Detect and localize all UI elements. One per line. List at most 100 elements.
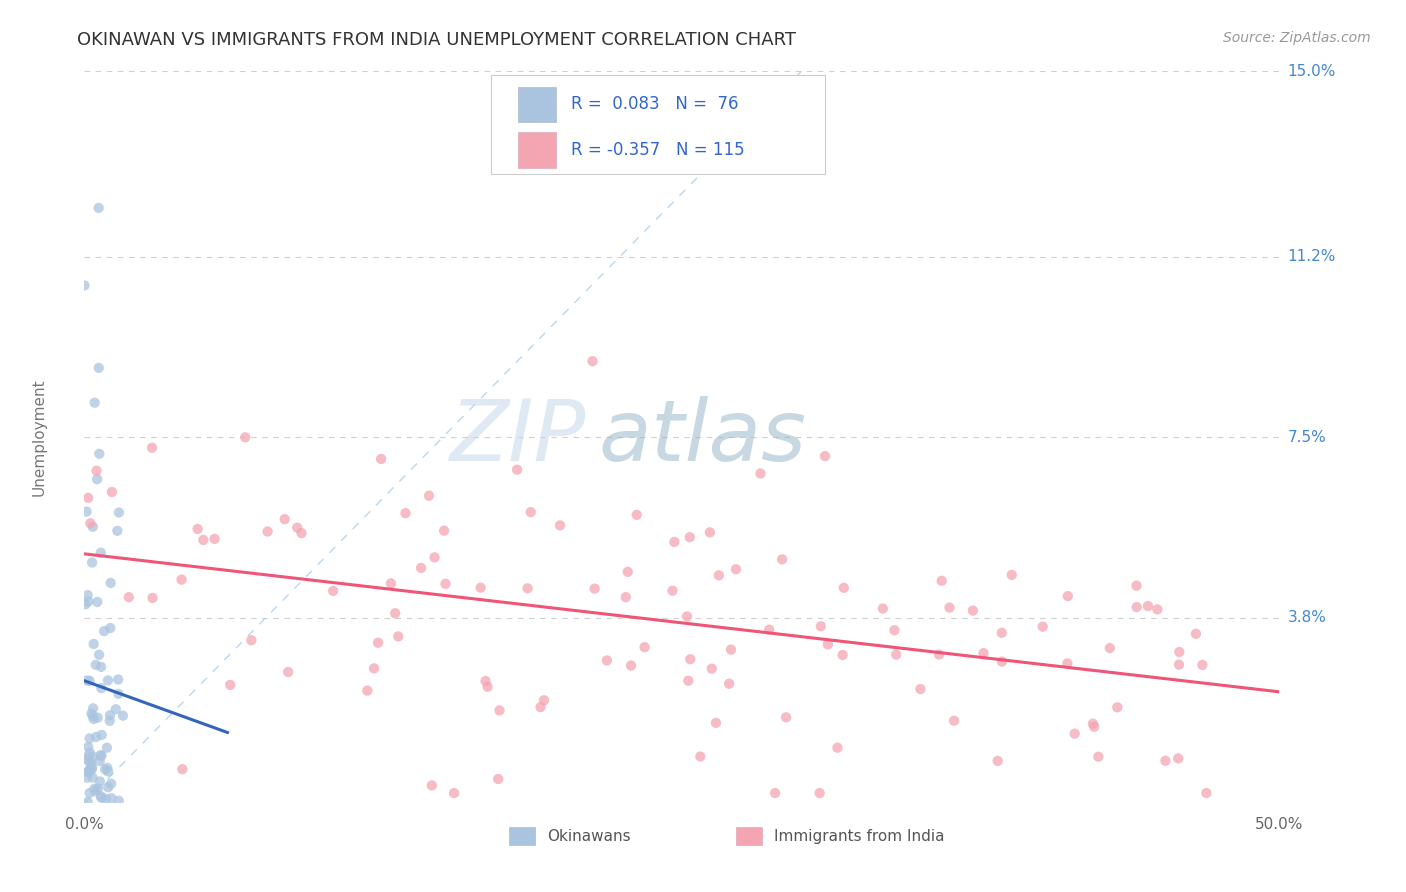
Point bbox=[97, 673, 120, 688]
Point bbox=[987, 754, 1010, 768]
Point bbox=[1001, 567, 1024, 582]
Point bbox=[1098, 641, 1121, 656]
Point bbox=[285, 521, 308, 535]
Point bbox=[1081, 716, 1104, 731]
Point bbox=[86, 711, 108, 725]
Point bbox=[384, 607, 406, 621]
Point bbox=[661, 583, 683, 598]
Point bbox=[1056, 657, 1078, 671]
Point bbox=[810, 619, 832, 633]
Point bbox=[707, 568, 730, 582]
Text: Unemployment: Unemployment bbox=[31, 378, 46, 496]
Point bbox=[79, 755, 101, 769]
Point bbox=[1032, 619, 1054, 633]
Point bbox=[141, 441, 163, 455]
Point bbox=[1146, 602, 1168, 616]
Point bbox=[118, 590, 141, 604]
Point bbox=[596, 653, 619, 667]
Point bbox=[90, 728, 112, 742]
Point bbox=[488, 703, 510, 717]
Point bbox=[808, 786, 831, 800]
Point bbox=[90, 546, 112, 560]
Point bbox=[76, 505, 98, 519]
Point bbox=[633, 640, 655, 655]
Point bbox=[90, 681, 112, 695]
Text: Okinawans: Okinawans bbox=[547, 829, 630, 844]
Point bbox=[90, 790, 112, 805]
Point bbox=[84, 657, 107, 672]
Point bbox=[474, 673, 496, 688]
Point bbox=[80, 756, 103, 770]
Point bbox=[581, 354, 603, 368]
Point bbox=[872, 601, 894, 615]
Point bbox=[79, 763, 101, 777]
Point bbox=[87, 201, 110, 215]
Point bbox=[1137, 599, 1160, 613]
Point bbox=[290, 526, 312, 541]
Point bbox=[97, 780, 120, 795]
Point bbox=[679, 652, 702, 666]
Point bbox=[277, 665, 299, 679]
Point bbox=[77, 749, 100, 764]
Point bbox=[1154, 754, 1177, 768]
Point bbox=[1168, 657, 1191, 672]
Point bbox=[82, 556, 104, 570]
Text: 15.0%: 15.0% bbox=[1288, 64, 1336, 78]
Point bbox=[883, 624, 905, 638]
Point bbox=[83, 712, 105, 726]
Bar bbox=[519, 87, 557, 122]
Point bbox=[79, 786, 101, 800]
Point bbox=[107, 687, 129, 701]
Point bbox=[94, 763, 117, 777]
Point bbox=[1087, 749, 1109, 764]
Point bbox=[111, 708, 134, 723]
Point bbox=[962, 604, 984, 618]
Point bbox=[910, 682, 932, 697]
Point bbox=[931, 574, 953, 588]
Text: 7.5%: 7.5% bbox=[1288, 430, 1326, 444]
Point bbox=[90, 748, 112, 763]
Point bbox=[363, 661, 385, 675]
Point bbox=[529, 700, 551, 714]
Point bbox=[434, 576, 457, 591]
Point bbox=[689, 749, 711, 764]
Point bbox=[89, 754, 111, 768]
Point bbox=[101, 485, 124, 500]
Point bbox=[486, 772, 509, 786]
Point bbox=[79, 731, 101, 746]
Point bbox=[83, 637, 105, 651]
Point bbox=[100, 791, 122, 805]
Point bbox=[1168, 645, 1191, 659]
Point bbox=[990, 625, 1012, 640]
Point bbox=[79, 764, 101, 778]
Point bbox=[89, 774, 111, 789]
Point bbox=[699, 525, 721, 540]
Point bbox=[82, 749, 104, 764]
Point bbox=[75, 598, 97, 612]
Point bbox=[100, 777, 122, 791]
Point bbox=[89, 748, 111, 763]
Point bbox=[356, 683, 378, 698]
Point bbox=[1056, 589, 1078, 603]
Point bbox=[676, 609, 699, 624]
Point bbox=[79, 516, 101, 531]
Point bbox=[77, 739, 100, 754]
Text: Source: ZipAtlas.com: Source: ZipAtlas.com bbox=[1223, 31, 1371, 45]
Point bbox=[409, 561, 432, 575]
Point bbox=[76, 765, 98, 780]
Point bbox=[938, 600, 960, 615]
Point bbox=[80, 760, 103, 774]
Point bbox=[90, 789, 112, 804]
Point bbox=[420, 779, 443, 793]
Point bbox=[1195, 786, 1218, 800]
Point bbox=[89, 447, 111, 461]
Point bbox=[1083, 720, 1105, 734]
Point bbox=[83, 395, 105, 409]
Point bbox=[75, 752, 97, 766]
Point bbox=[79, 673, 101, 688]
Point bbox=[73, 278, 96, 293]
Point bbox=[433, 524, 456, 538]
Point bbox=[108, 506, 131, 520]
Text: OKINAWAN VS IMMIGRANTS FROM INDIA UNEMPLOYMENT CORRELATION CHART: OKINAWAN VS IMMIGRANTS FROM INDIA UNEMPL… bbox=[77, 31, 796, 49]
Point bbox=[1185, 627, 1208, 641]
